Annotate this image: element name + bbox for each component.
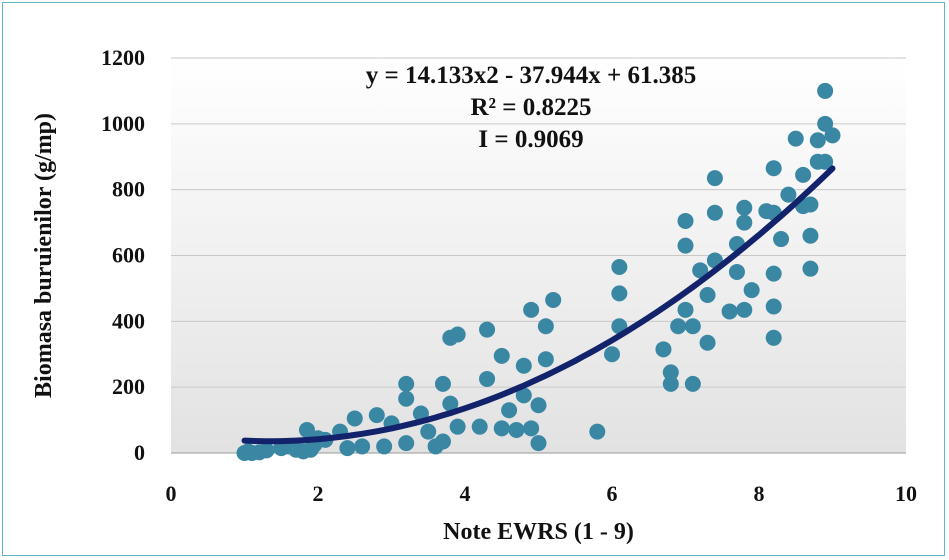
y-tick-label: 1000 <box>101 111 145 136</box>
data-point <box>398 435 415 452</box>
data-point <box>537 351 554 368</box>
data-point <box>545 291 562 308</box>
r-squared-label: R² = 0.8225 <box>470 94 591 121</box>
y-axis-title: Biomasa buruienilor (g/mp) <box>31 113 57 398</box>
data-point <box>368 407 385 424</box>
data-point <box>537 318 554 335</box>
data-point <box>662 364 679 381</box>
trendline <box>241 165 836 445</box>
data-point <box>677 301 694 318</box>
data-point <box>339 440 356 457</box>
data-point <box>493 420 510 437</box>
data-point <box>479 370 496 387</box>
y-tick-label: 0 <box>134 440 145 465</box>
x-tick-label: 6 <box>607 481 618 506</box>
data-point <box>736 214 753 231</box>
data-point <box>802 227 819 244</box>
data-point <box>809 132 826 149</box>
data-point <box>449 418 466 435</box>
data-point <box>354 438 371 455</box>
x-tick-label: 0 <box>166 481 177 506</box>
data-point <box>298 421 315 438</box>
data-point <box>501 402 518 419</box>
data-point <box>773 231 790 248</box>
data-point <box>699 287 716 303</box>
x-tick-label: 10 <box>895 481 917 506</box>
data-point <box>728 263 745 280</box>
data-point <box>523 420 540 437</box>
y-tick-label: 800 <box>112 177 145 202</box>
data-point <box>346 410 363 427</box>
data-point <box>530 435 547 452</box>
data-point <box>677 237 694 254</box>
data-point <box>765 160 782 177</box>
data-point <box>736 199 753 216</box>
y-tick-label: 400 <box>112 308 145 333</box>
data-point <box>479 321 496 338</box>
data-point <box>655 341 672 358</box>
data-point <box>765 329 782 346</box>
y-tick-label: 200 <box>112 374 145 399</box>
x-tick-label: 8 <box>754 481 765 506</box>
data-point <box>795 166 812 183</box>
data-point <box>677 212 694 229</box>
x-axis-title: Note EWRS (1 - 9) <box>443 519 634 545</box>
data-point <box>802 260 819 277</box>
data-point <box>765 265 782 282</box>
data-point <box>589 423 606 440</box>
data-point <box>802 196 819 213</box>
data-point <box>824 127 841 144</box>
index-label: I = 0.9069 <box>478 126 583 153</box>
data-point <box>765 298 782 315</box>
data-point <box>515 387 532 404</box>
data-point <box>434 433 451 450</box>
tick-labels: 0 200 400 600 800 1000 1200 0 2 4 6 8 10 <box>101 45 917 506</box>
data-point <box>662 375 679 392</box>
data-point <box>523 301 540 318</box>
equation-label: y = 14.133x2 - 37.944x + 61.385 <box>366 62 697 89</box>
data-point <box>670 318 687 335</box>
data-point <box>684 375 701 392</box>
data-point <box>706 204 723 221</box>
x-tick-label: 4 <box>460 481 471 506</box>
data-point <box>515 357 532 374</box>
data-point <box>817 115 834 132</box>
data-point <box>508 421 525 438</box>
data-point <box>611 259 628 276</box>
data-point <box>699 334 716 351</box>
data-point <box>604 346 620 363</box>
data-point <box>787 130 804 147</box>
data-point <box>434 375 451 392</box>
chart-svg: 0 200 400 600 800 1000 1200 0 2 4 6 8 10 y = 14.133x… <box>31 45 917 545</box>
data-point <box>684 318 701 335</box>
data-point <box>398 390 415 407</box>
data-point <box>692 262 709 279</box>
data-point <box>721 303 738 320</box>
data-point <box>376 438 393 455</box>
data-point <box>780 186 797 203</box>
y-tick-label: 1200 <box>101 45 145 70</box>
data-point <box>706 170 723 187</box>
data-point <box>442 395 459 412</box>
data-point <box>258 442 275 459</box>
data-point <box>449 326 466 343</box>
x-tick-label: 2 <box>313 481 324 506</box>
data-point <box>611 285 628 302</box>
data-point <box>493 347 510 364</box>
data-point <box>471 418 488 435</box>
data-point <box>743 282 760 299</box>
data-point <box>736 301 753 318</box>
data-points <box>236 82 841 461</box>
data-point <box>398 375 415 392</box>
data-point <box>817 82 834 99</box>
data-point <box>530 397 547 414</box>
data-point <box>817 153 834 170</box>
y-tick-label: 600 <box>112 243 145 268</box>
data-point <box>420 423 437 440</box>
